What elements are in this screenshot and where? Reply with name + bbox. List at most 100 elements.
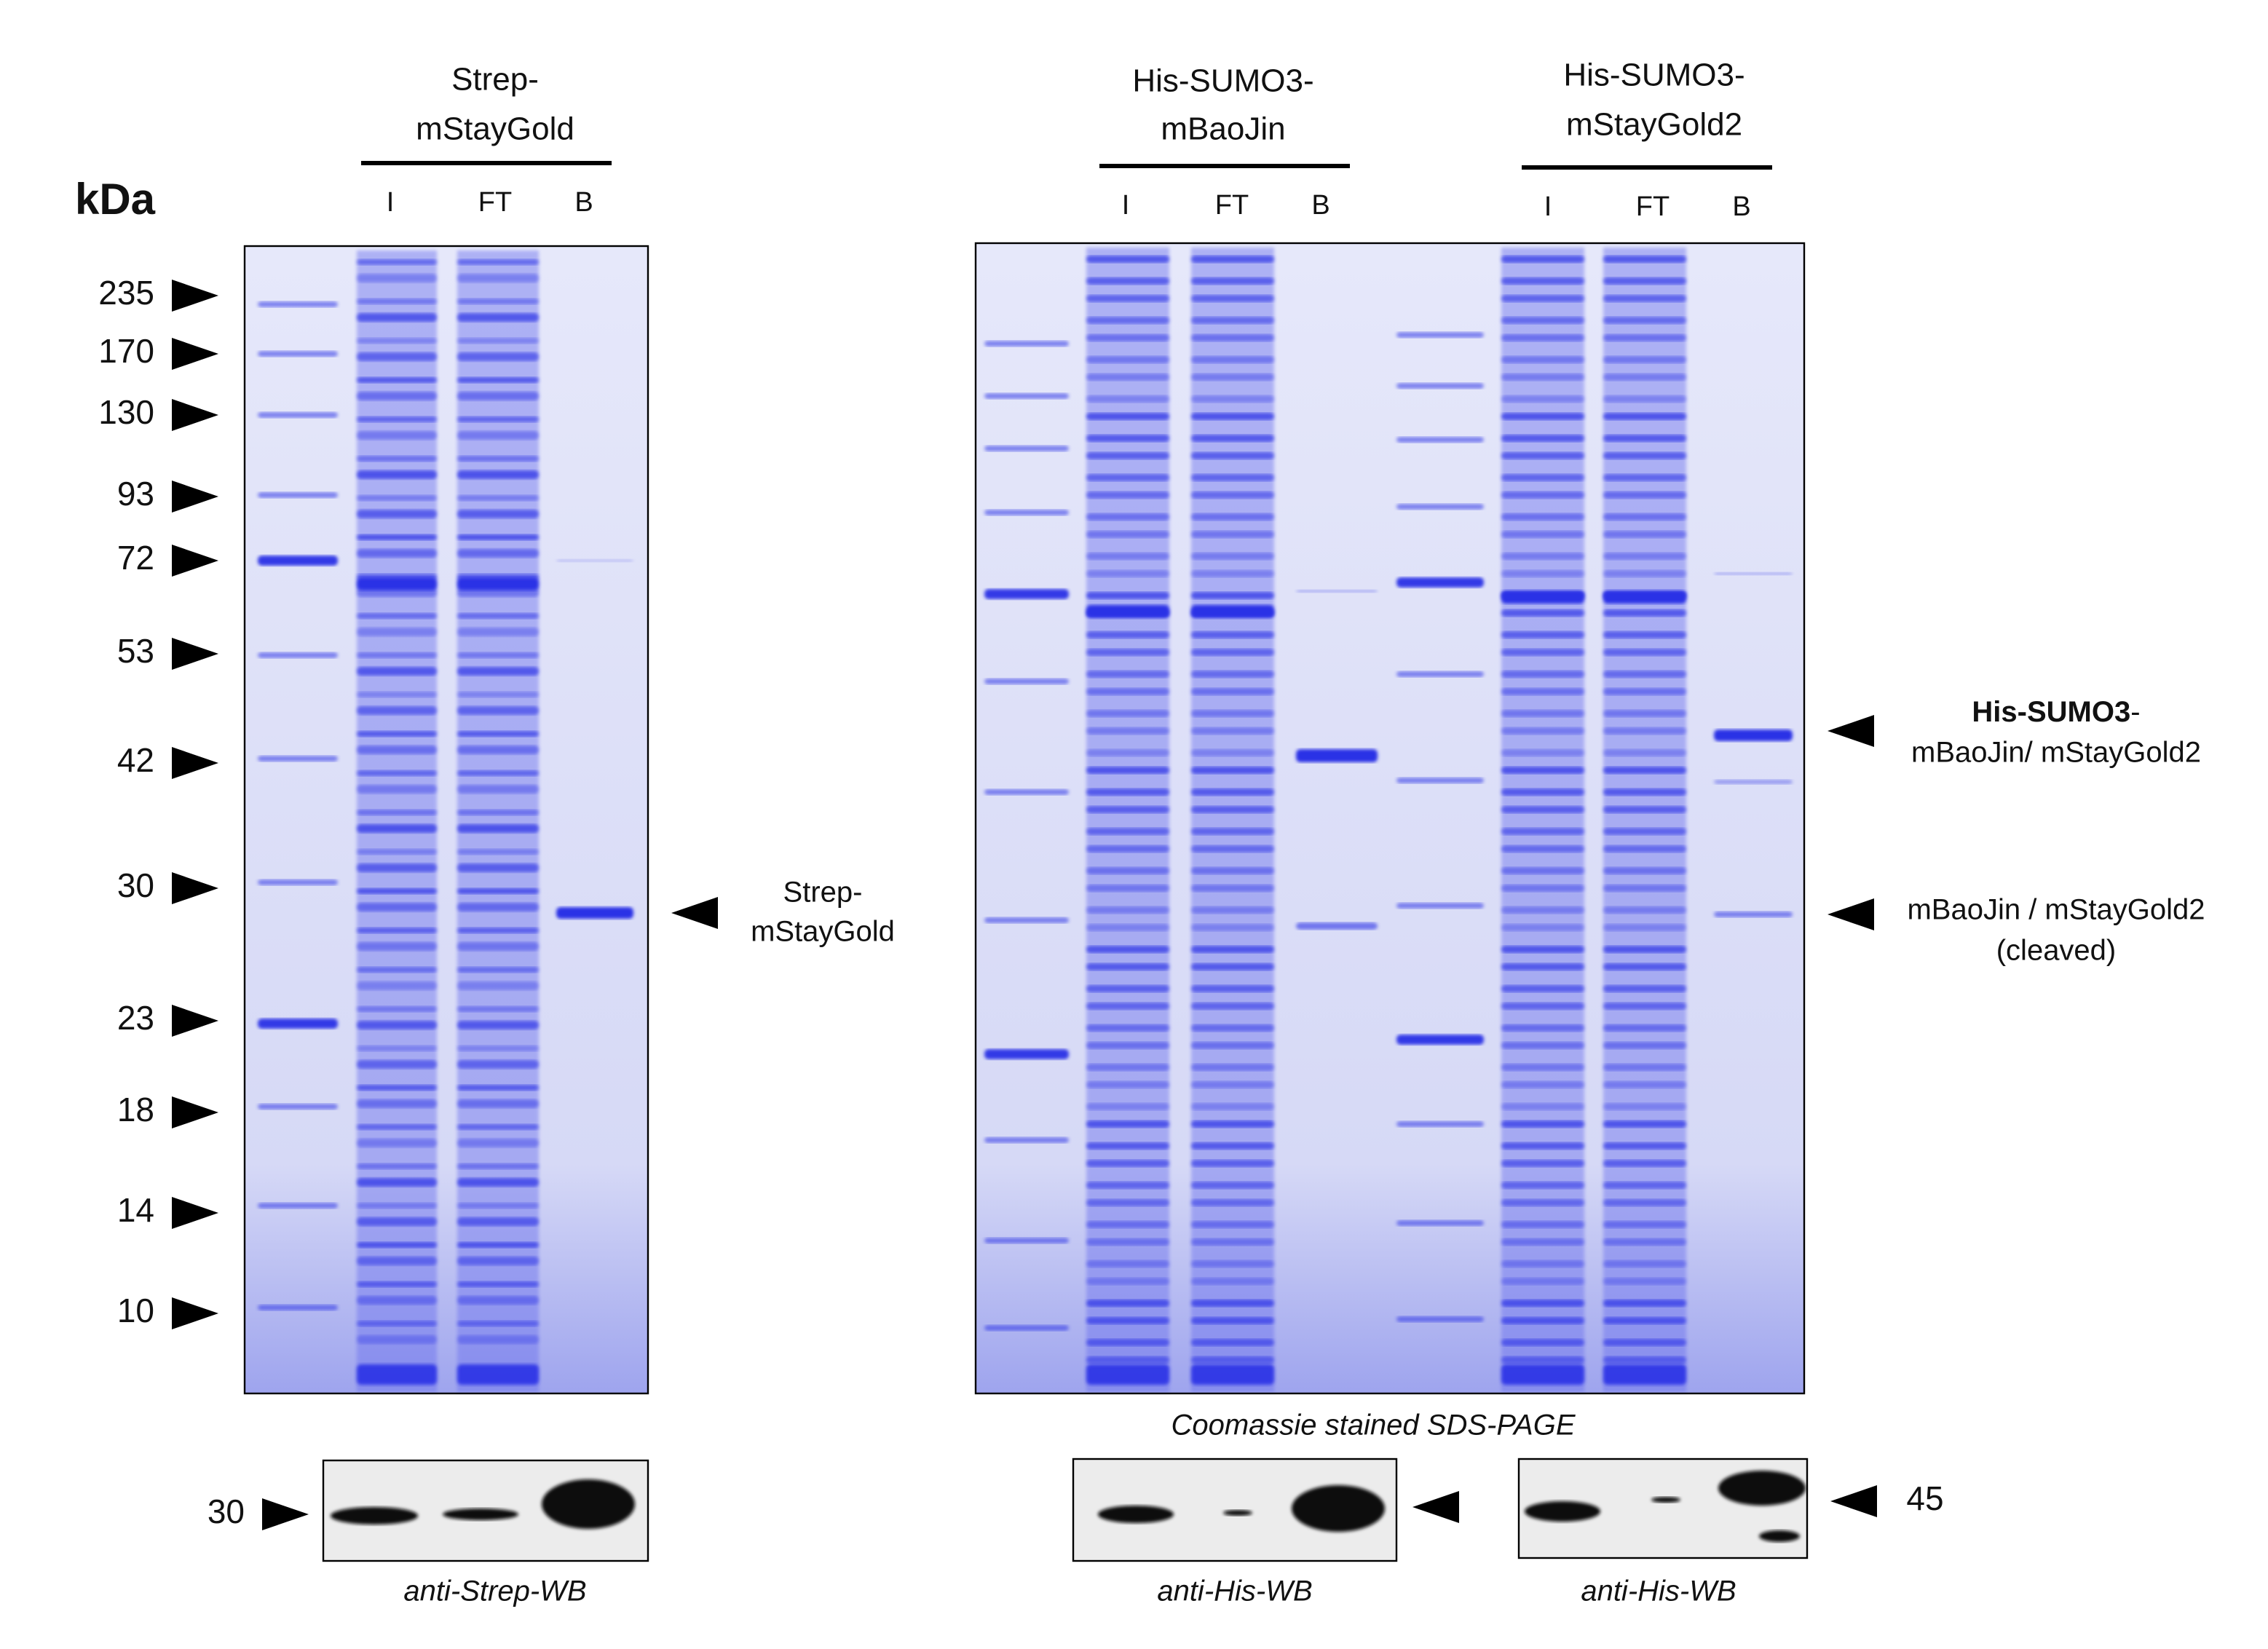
band <box>357 810 437 815</box>
band <box>1501 963 1584 970</box>
marker-label: 53 <box>117 632 154 670</box>
band <box>1191 1160 1274 1167</box>
band <box>1086 1199 1169 1206</box>
lane-label: I <box>1544 191 1552 222</box>
wb-band <box>1098 1506 1174 1523</box>
annotation: (cleaved) <box>1996 935 2117 967</box>
band <box>457 1217 539 1226</box>
band <box>1603 1182 1686 1189</box>
band <box>1086 256 1169 263</box>
band <box>457 1281 539 1287</box>
lane-label: B <box>574 187 593 218</box>
band <box>457 1364 539 1385</box>
arrow <box>1830 1485 1877 1517</box>
band <box>1501 885 1584 892</box>
band <box>1086 605 1169 618</box>
band <box>457 1257 539 1265</box>
band <box>1501 671 1584 678</box>
band <box>258 301 338 307</box>
band <box>1501 906 1584 914</box>
band <box>258 1305 338 1310</box>
band <box>357 628 437 636</box>
band <box>1396 1121 1484 1127</box>
band <box>1603 906 1686 914</box>
band <box>457 510 539 518</box>
band <box>1086 828 1169 835</box>
band <box>357 338 437 344</box>
band <box>1396 903 1484 909</box>
band <box>1603 788 1686 796</box>
band <box>1191 1238 1274 1246</box>
band <box>1191 828 1274 835</box>
band <box>1191 649 1274 656</box>
band <box>1086 671 1169 678</box>
band <box>1603 1356 1686 1364</box>
band <box>1191 710 1274 717</box>
arrow <box>172 280 218 312</box>
band <box>1086 1364 1169 1385</box>
band <box>1603 553 1686 560</box>
band <box>1603 710 1686 717</box>
marker-label: 23 <box>117 999 154 1037</box>
band <box>1191 1317 1274 1324</box>
band <box>1191 727 1274 735</box>
band <box>1501 334 1584 341</box>
lane-label: FT <box>1636 191 1670 222</box>
band <box>457 1203 539 1209</box>
band <box>1501 1339 1584 1346</box>
band <box>357 1364 437 1385</box>
band <box>1086 1339 1169 1346</box>
band <box>1191 491 1274 499</box>
band <box>1603 631 1686 638</box>
lane-label: B <box>1732 191 1750 222</box>
band <box>1191 788 1274 796</box>
band <box>457 338 539 344</box>
band <box>984 341 1069 347</box>
band <box>1086 553 1169 560</box>
band <box>1603 727 1686 735</box>
band <box>1086 688 1169 695</box>
band <box>1086 1042 1169 1049</box>
band <box>1191 1081 1274 1088</box>
annotation: His-SUMO3- <box>1972 696 2140 728</box>
lane-smear <box>457 250 539 1392</box>
band <box>357 1021 437 1029</box>
panel-title: mStayGold <box>416 111 574 147</box>
band <box>1191 671 1274 678</box>
band <box>258 555 338 566</box>
band <box>1086 885 1169 892</box>
band <box>1501 474 1584 481</box>
band <box>1501 452 1584 459</box>
band <box>357 888 437 894</box>
band <box>1086 277 1169 285</box>
marker-label: 30 <box>117 866 154 904</box>
band <box>457 470 539 479</box>
band <box>357 352 437 361</box>
band <box>1191 924 1274 931</box>
wb-band <box>1651 1497 1680 1503</box>
band <box>1086 491 1169 499</box>
band <box>457 1296 539 1305</box>
marker-label: 170 <box>98 332 154 370</box>
band <box>1191 1120 1274 1128</box>
gel-border <box>243 245 649 1395</box>
band <box>1501 1300 1584 1307</box>
band <box>1191 605 1274 618</box>
band <box>357 534 437 540</box>
band <box>1501 256 1584 263</box>
band <box>1086 1081 1169 1088</box>
band <box>457 1045 539 1051</box>
arrow <box>671 897 718 929</box>
band <box>1501 1142 1584 1150</box>
band <box>1714 729 1793 741</box>
band <box>1501 845 1584 853</box>
band <box>1191 1199 1274 1206</box>
marker-label: 130 <box>98 393 154 431</box>
band <box>357 1178 437 1187</box>
band <box>457 1242 539 1248</box>
band <box>1086 474 1169 481</box>
band <box>1191 1003 1274 1010</box>
band <box>984 589 1069 599</box>
band <box>357 1006 437 1012</box>
